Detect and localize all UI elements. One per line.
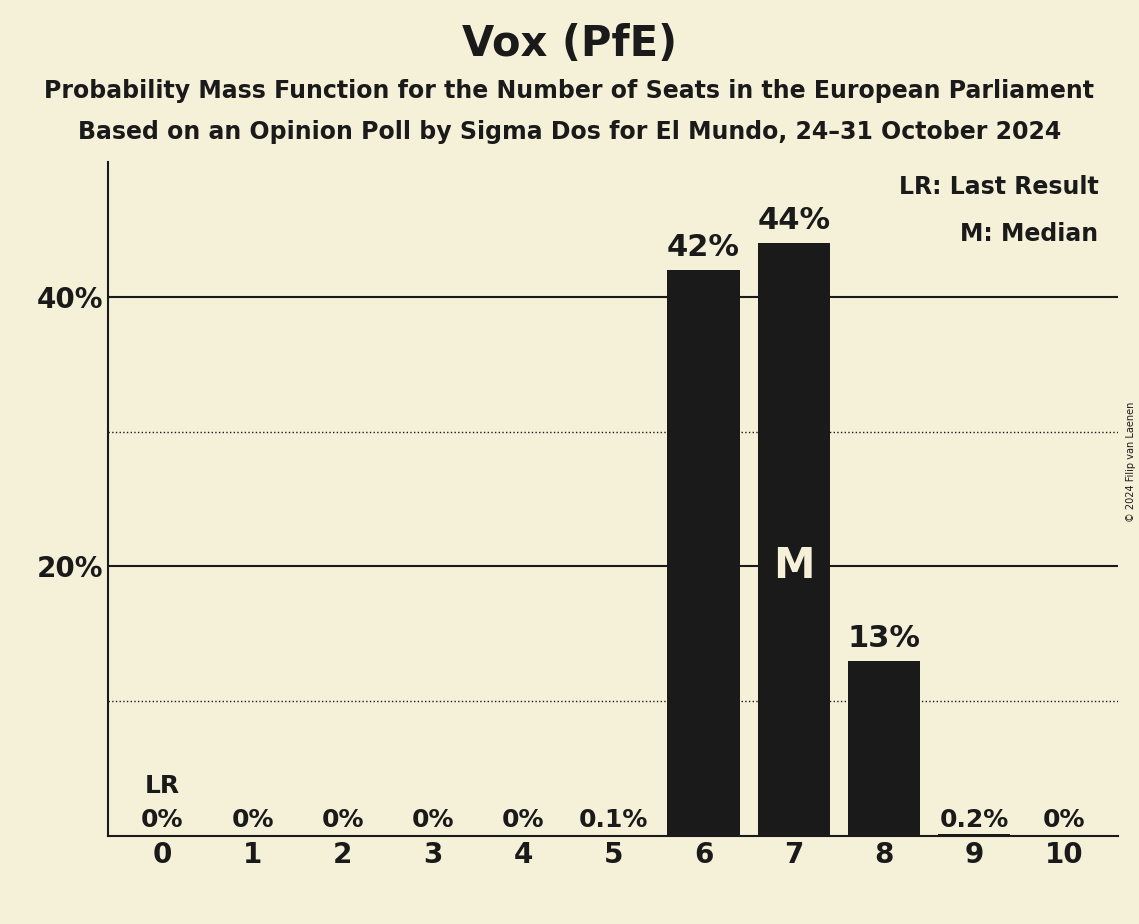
Text: 0%: 0%	[411, 808, 454, 833]
Text: 0.1%: 0.1%	[579, 808, 648, 833]
Text: © 2024 Filip van Laenen: © 2024 Filip van Laenen	[1126, 402, 1136, 522]
Bar	[667, 270, 739, 836]
Bar	[939, 833, 1010, 836]
Bar	[847, 661, 920, 836]
Text: 13%: 13%	[847, 624, 920, 652]
Text: 0%: 0%	[321, 808, 364, 833]
Text: 0.2%: 0.2%	[940, 808, 1009, 833]
Text: 0%: 0%	[502, 808, 544, 833]
Text: Based on an Opinion Poll by Sigma Dos for El Mundo, 24–31 October 2024: Based on an Opinion Poll by Sigma Dos fo…	[77, 120, 1062, 144]
Text: Probability Mass Function for the Number of Seats in the European Parliament: Probability Mass Function for the Number…	[44, 79, 1095, 103]
Text: LR: LR	[145, 774, 180, 798]
Text: LR: Last Result: LR: Last Result	[899, 176, 1098, 200]
Text: Vox (PfE): Vox (PfE)	[462, 23, 677, 65]
Text: 42%: 42%	[667, 233, 740, 261]
Bar	[577, 835, 649, 836]
Text: 0%: 0%	[141, 808, 183, 833]
Text: 0%: 0%	[1043, 808, 1085, 833]
Bar	[757, 243, 830, 836]
Text: M: M	[773, 545, 814, 588]
Text: M: Median: M: Median	[960, 223, 1098, 247]
Text: 44%: 44%	[757, 205, 830, 235]
Text: 0%: 0%	[231, 808, 273, 833]
